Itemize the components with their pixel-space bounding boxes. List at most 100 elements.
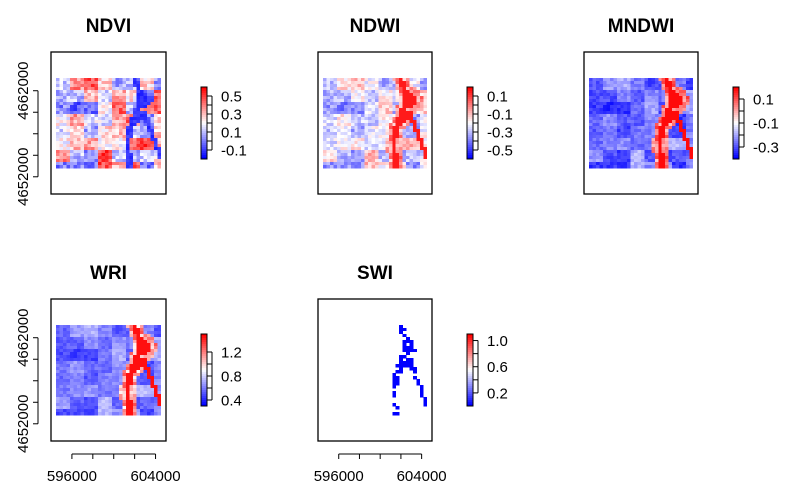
raster-cell (105, 336, 109, 341)
raster-cell (84, 165, 88, 169)
raster-cell (330, 147, 334, 151)
raster-cell (125, 132, 130, 136)
raster-cell (347, 83, 352, 88)
raster-cell (689, 129, 694, 133)
raster-cell (80, 153, 85, 157)
raster-cell (101, 324, 106, 329)
raster-cell (132, 113, 137, 118)
raster-cell (378, 83, 383, 88)
raster-cell (129, 360, 134, 365)
raster-cell (337, 150, 341, 154)
raster-cell (330, 83, 334, 88)
raster-cell (371, 101, 376, 106)
raster-cell (125, 150, 130, 154)
raster-cell (111, 363, 116, 368)
raster-cell (111, 98, 116, 103)
raster-cell (385, 113, 390, 118)
raster-cell (150, 342, 155, 347)
legend-swatch (467, 404, 473, 407)
raster-cell (143, 406, 148, 410)
raster-cell (689, 162, 694, 166)
raster-cell (132, 370, 137, 374)
raster-cell (409, 144, 414, 148)
raster-cell (132, 101, 137, 106)
raster-cell (326, 165, 331, 169)
raster-cell (375, 132, 379, 136)
panel-title: NDWI (350, 16, 401, 37)
raster-cell (87, 113, 92, 118)
raster-cell (603, 162, 607, 166)
raster-cell (77, 333, 81, 338)
raster-cell (115, 156, 120, 160)
raster-cell (596, 77, 600, 82)
raster-cell (139, 144, 144, 148)
raster-cell (132, 165, 137, 169)
raster-cell (118, 409, 123, 413)
raster-cell (84, 376, 88, 380)
raster-cell (118, 98, 123, 103)
raster-cell (136, 409, 141, 413)
raster-cell (125, 354, 130, 359)
raster-cell (368, 138, 372, 142)
raster-cell (139, 119, 144, 124)
raster-cell (84, 123, 88, 127)
raster-cell (80, 339, 85, 344)
raster-cell (91, 357, 95, 362)
raster-cell (392, 95, 397, 100)
raster-cell (108, 354, 113, 359)
raster-cell (91, 104, 95, 109)
raster-cell (641, 95, 645, 100)
raster-cell (150, 126, 155, 130)
raster-cell (589, 156, 593, 160)
raster-cell (637, 123, 642, 127)
legend-swatch (733, 147, 739, 150)
raster-cell (679, 92, 683, 97)
raster-cell (350, 150, 355, 154)
raster-cell (361, 135, 365, 139)
raster-cell (665, 165, 669, 169)
raster-cell (651, 129, 656, 133)
raster-cell (371, 104, 376, 109)
raster-cell (381, 123, 386, 127)
raster-cell (98, 388, 102, 392)
raster-cell (668, 104, 673, 109)
raster-cell (153, 324, 158, 329)
raster-cell (87, 366, 92, 371)
raster-cell (125, 123, 130, 127)
raster-cell (413, 104, 417, 109)
raster-cell (157, 397, 162, 401)
raster-cell (337, 80, 341, 85)
raster-cell (77, 116, 81, 121)
raster-cell (84, 110, 88, 115)
raster-cell (406, 104, 410, 109)
raster-cell (596, 132, 600, 136)
raster-cell (388, 92, 393, 97)
raster-cell (409, 80, 414, 85)
raster-cell (354, 132, 359, 136)
raster-cell (416, 113, 421, 118)
raster-cell (589, 80, 593, 85)
raster-cell (634, 165, 638, 169)
raster-cell (80, 110, 85, 115)
raster-cell (115, 354, 120, 359)
raster-cell (73, 363, 78, 368)
raster-cell (73, 144, 78, 148)
raster-cell (122, 363, 127, 368)
raster-cell (84, 147, 88, 151)
raster-cell (623, 126, 628, 130)
raster-cell (644, 150, 649, 154)
raster-cell (354, 135, 359, 139)
legend-swatch (201, 384, 207, 387)
raster-cell (592, 144, 597, 148)
raster-cell (70, 400, 74, 404)
raster-cell (94, 412, 99, 416)
raster-cell (654, 135, 659, 139)
raster-cell (419, 113, 424, 118)
raster-cell (80, 98, 85, 103)
raster-cell (70, 330, 74, 335)
legend-swatch (733, 139, 739, 142)
raster-cell (679, 165, 683, 169)
raster-cell (56, 156, 61, 160)
raster-cell (139, 98, 144, 103)
raster-cell (416, 126, 421, 130)
